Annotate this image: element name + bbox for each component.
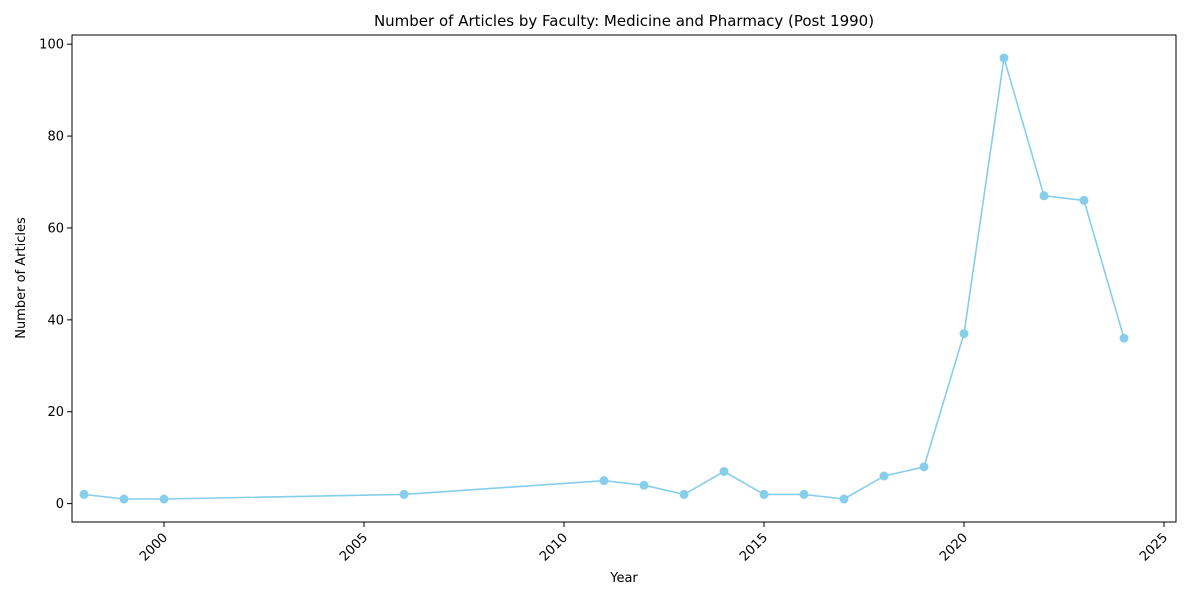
x-tick-label: 2010 [537, 530, 571, 564]
data-point [799, 489, 809, 499]
data-point [639, 480, 649, 490]
x-tick-label: 2025 [1137, 530, 1171, 564]
x-tick-label: 2005 [337, 530, 371, 564]
y-tick-label: 0 [56, 497, 64, 512]
y-tick-label: 40 [47, 313, 64, 328]
data-point [679, 489, 689, 499]
data-point [399, 489, 409, 499]
y-tick-label: 100 [39, 38, 64, 53]
y-tick-label: 60 [47, 221, 64, 236]
data-point [1119, 333, 1129, 343]
data-point [919, 462, 929, 472]
y-axis-label: Number of Articles [14, 217, 29, 339]
data-point [839, 494, 849, 504]
data-point [599, 476, 609, 486]
chart-title: Number of Articles by Faculty: Medicine … [374, 12, 874, 30]
y-tick-label: 20 [47, 405, 64, 420]
series-line [83, 57, 1125, 500]
data-point [1039, 191, 1049, 201]
x-axis-label: Year [609, 571, 638, 586]
data-point [719, 466, 729, 476]
data-point [1079, 195, 1089, 205]
data-point [759, 489, 769, 499]
data-point [119, 494, 129, 504]
x-tick-label: 2000 [137, 530, 171, 564]
plot-area: 2000 2005 2010 2015 2020 2025 0 20 40 60 80 100 [39, 34, 1177, 564]
data-point [959, 329, 969, 339]
data-point [879, 471, 889, 481]
data-point [79, 489, 89, 499]
data-point [999, 53, 1009, 63]
y-tick-label: 80 [47, 130, 64, 145]
data-point [159, 494, 169, 504]
plot-frame [71, 34, 1177, 523]
x-tick-label: 2020 [937, 530, 971, 564]
x-tick-label: 2015 [737, 530, 771, 564]
